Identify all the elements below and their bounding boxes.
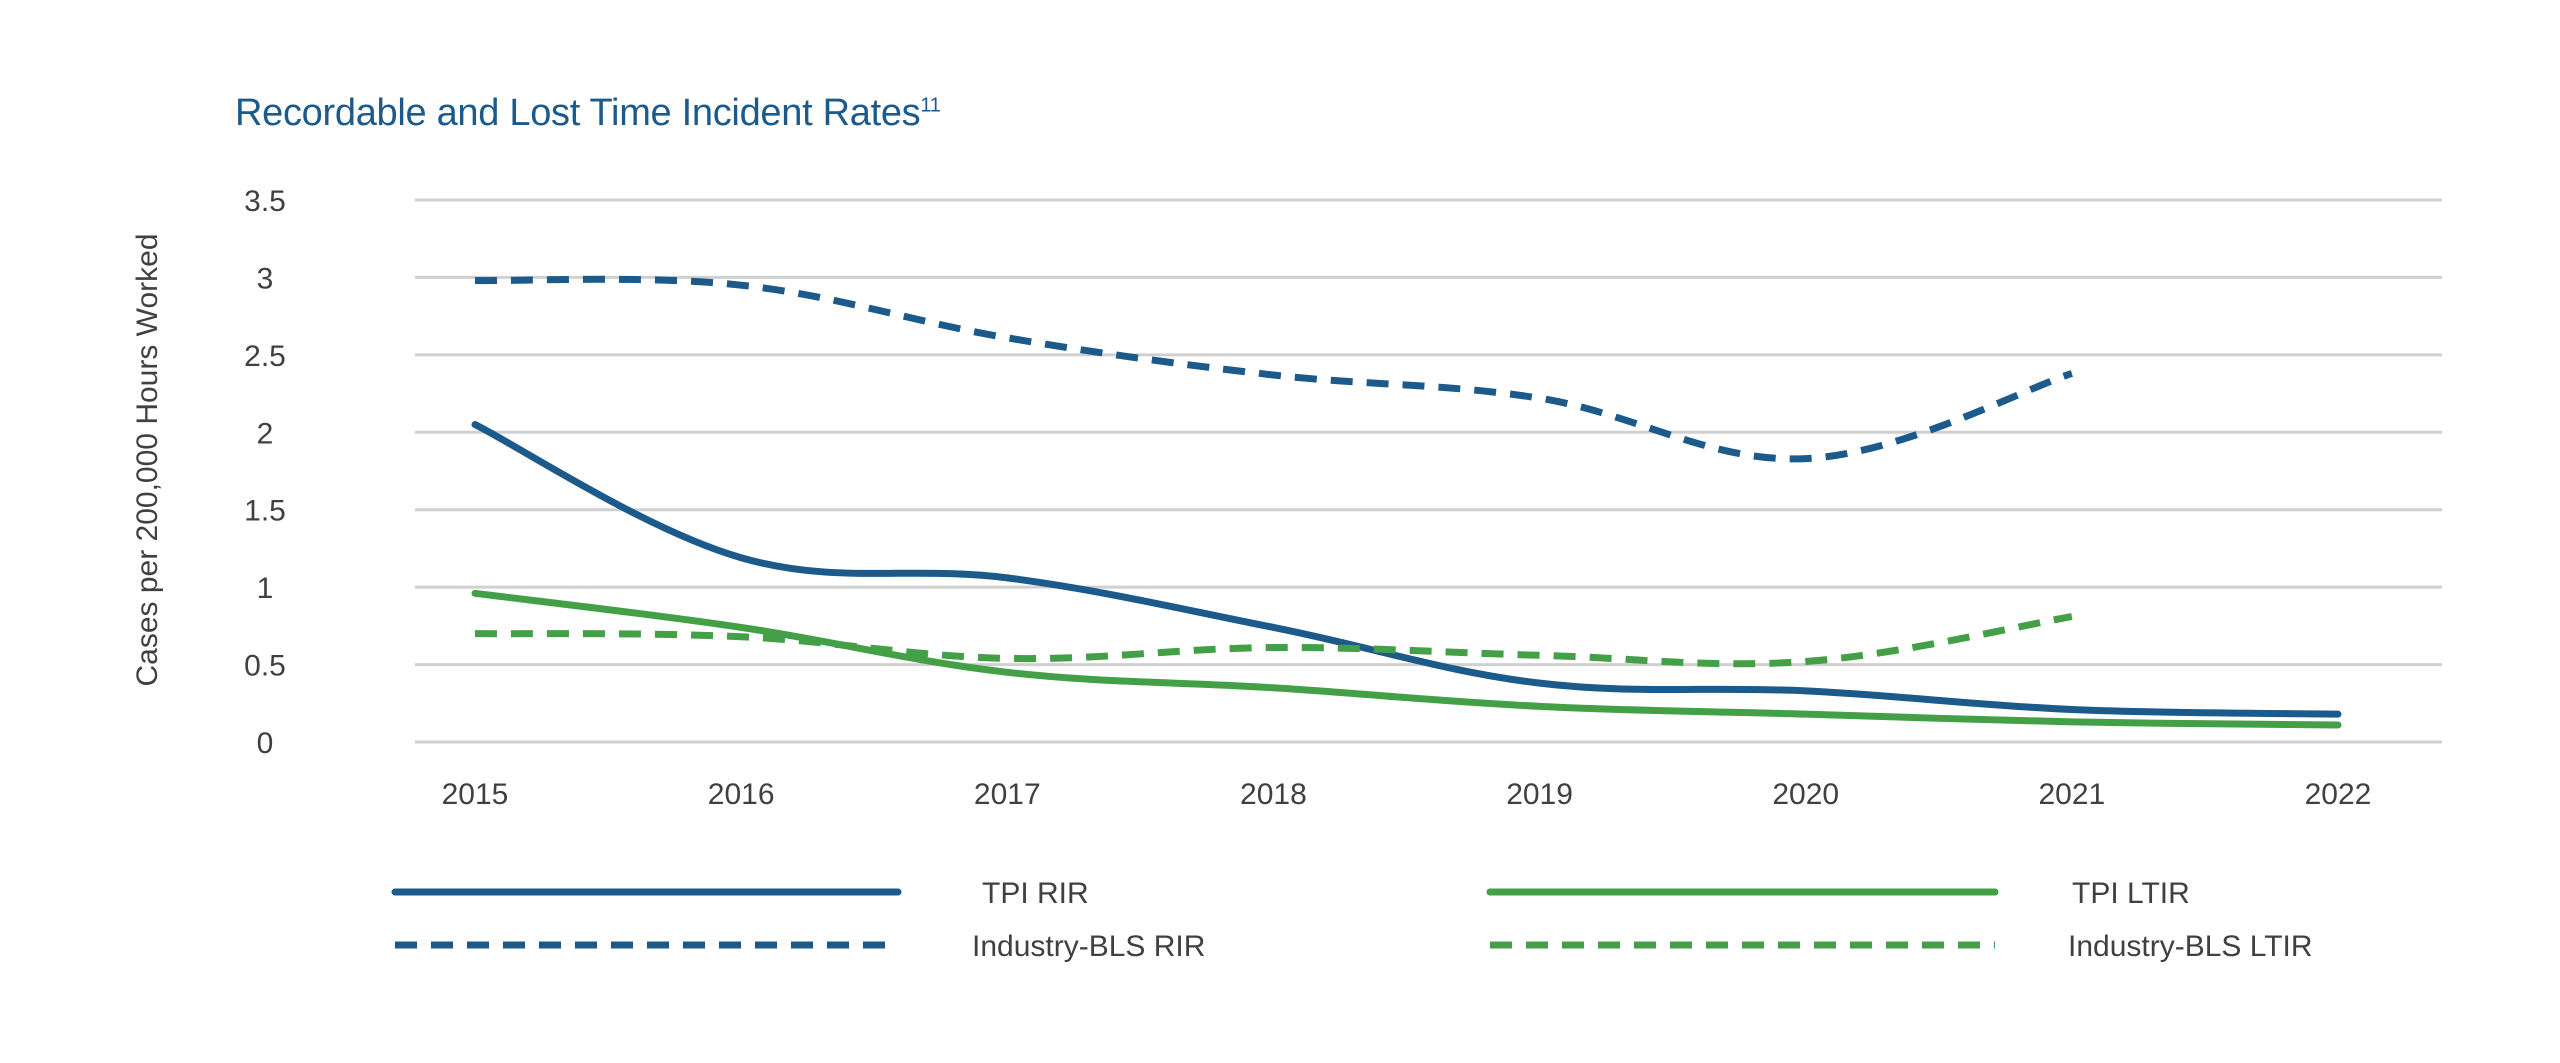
series-lines [471, 275, 2342, 729]
y-tick-label: 1.5 [244, 495, 286, 528]
y-tick-label: 2 [257, 417, 274, 450]
legend-label: Industry-BLS LTIR [2068, 930, 2313, 963]
x-tick-label: 2015 [442, 778, 509, 811]
legend-label: TPI RIR [982, 877, 1089, 910]
x-tick-label: 2018 [1240, 778, 1307, 811]
series-line-2 [471, 589, 2342, 729]
y-tick-label: 0.5 [244, 650, 286, 683]
legend-label: TPI LTIR [2072, 877, 2190, 910]
y-tick-label: 3 [257, 262, 274, 295]
title-footnote-ref: 11 [920, 94, 941, 117]
series-line-3 [474, 275, 2073, 463]
y-tick-label: 1 [257, 572, 274, 605]
x-axis-ticks: 2015 2016 2017 2018 2019 2020 2021 2022 [442, 778, 2372, 811]
x-tick-label: 2016 [708, 778, 775, 811]
y-axis-ticks: 0 0.5 1 1.5 2 2.5 3 3.5 [244, 185, 286, 760]
x-tick-label: 2021 [2038, 778, 2105, 811]
y-tick-label: 0 [257, 727, 274, 760]
y-tick-label: 2.5 [244, 340, 286, 373]
y-tick-label: 3.5 [244, 185, 286, 218]
x-tick-label: 2019 [1506, 778, 1573, 811]
legend-label: Industry-BLS RIR [972, 930, 1205, 963]
series-line-1 [471, 421, 2342, 718]
chart-title: Recordable and Lost Time Incident Rates1… [235, 92, 941, 135]
x-tick-label: 2017 [974, 778, 1041, 811]
x-tick-label: 2020 [1772, 778, 1839, 811]
legend: TPI RIR TPI LTIR Industry-BLS RIR Industry-… [391, 877, 2313, 963]
chart-title-text: Recordable and Lost Time Incident Rates [235, 92, 921, 134]
series-line-4 [474, 613, 2073, 668]
x-tick-label: 2022 [2305, 778, 2372, 811]
